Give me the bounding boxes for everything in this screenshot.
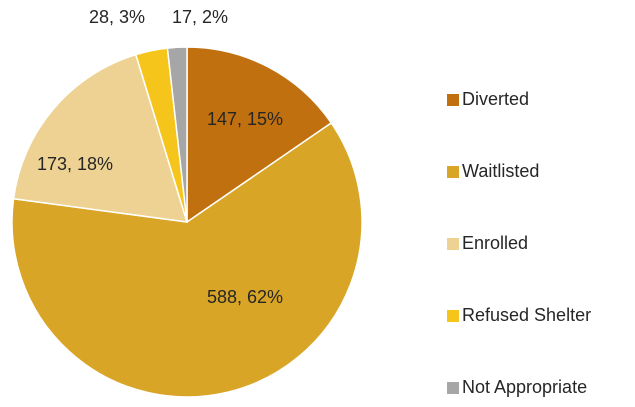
- legend-swatch: [447, 310, 459, 322]
- legend-label: Not Appropriate: [462, 377, 587, 397]
- legend-swatch: [447, 382, 459, 394]
- legend-label: Refused Shelter: [462, 305, 591, 325]
- legend-label: Waitlisted: [462, 161, 539, 181]
- legend-label: Enrolled: [462, 233, 528, 253]
- legend-swatch: [447, 94, 459, 106]
- data-label: 17, 2%: [172, 7, 228, 27]
- data-label: 28, 3%: [89, 7, 145, 27]
- data-label: 588, 62%: [207, 287, 283, 307]
- pie-slice: [186, 46, 333, 224]
- legend-swatch: [447, 166, 459, 178]
- legend-swatch: [447, 238, 459, 250]
- legend-label: Diverted: [462, 89, 529, 109]
- pie-slice: [12, 53, 189, 223]
- data-label: 173, 18%: [37, 154, 113, 174]
- pie-slice: [11, 121, 363, 398]
- pie-slice: [166, 46, 188, 223]
- data-label: 147, 15%: [207, 109, 283, 129]
